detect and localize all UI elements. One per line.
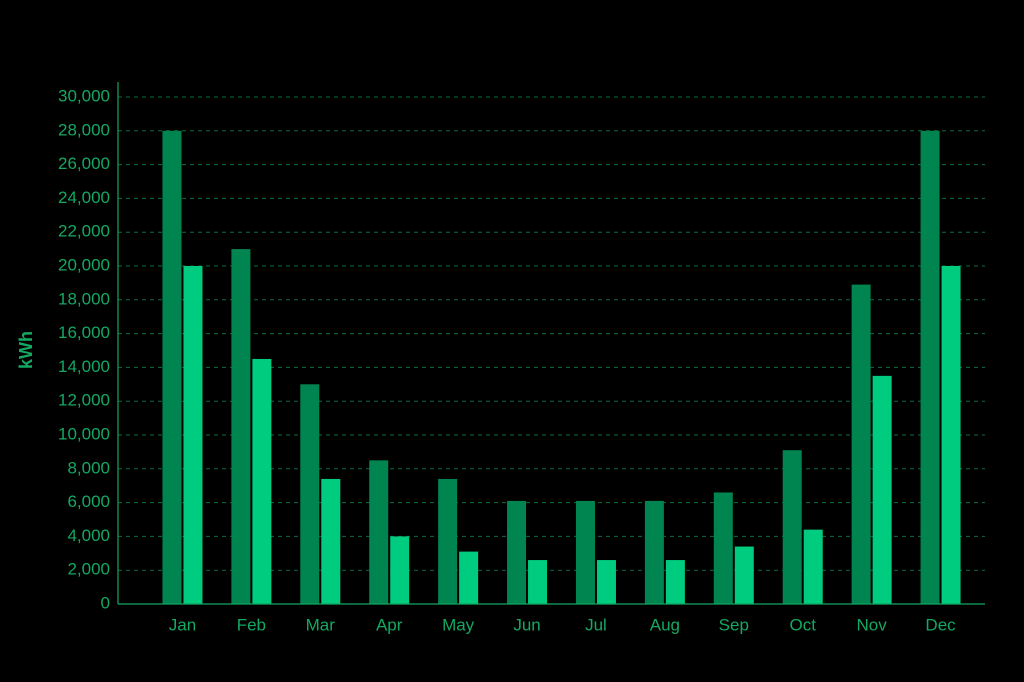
bar [596, 560, 616, 604]
bar [252, 358, 272, 604]
bar [872, 375, 892, 604]
x-tick-label: Nov [857, 615, 888, 634]
x-tick-label: Mar [306, 615, 336, 634]
bar [644, 500, 664, 604]
x-tick-label: Dec [925, 615, 956, 634]
y-tick-label: 10,000 [58, 424, 110, 443]
y-tick-label: 14,000 [58, 357, 110, 376]
y-tick-label: 12,000 [58, 391, 110, 410]
bar [575, 500, 595, 604]
y-tick-label: 0 [101, 593, 110, 612]
bar [665, 560, 685, 604]
bar [459, 551, 479, 604]
y-tick-label: 28,000 [58, 120, 110, 139]
x-tick-label: Oct [789, 615, 816, 634]
y-tick-label: 6,000 [67, 492, 110, 511]
bar [162, 130, 182, 605]
x-tick-label: Feb [237, 615, 266, 634]
y-tick-label: 26,000 [58, 154, 110, 173]
y-tick-label: 16,000 [58, 323, 110, 342]
y-tick-label: 18,000 [58, 289, 110, 308]
bar [803, 529, 823, 604]
x-tick-label: Jan [169, 615, 196, 634]
bar [390, 536, 410, 604]
y-tick-label: 30,000 [58, 86, 110, 105]
y-tick-label: 2,000 [67, 560, 110, 579]
bar [369, 460, 389, 604]
bar [713, 492, 733, 604]
x-tick-label: Aug [650, 615, 680, 634]
bar [438, 478, 458, 604]
bar [941, 266, 961, 604]
x-tick-label: Sep [719, 615, 749, 634]
x-tick-label: Apr [376, 615, 403, 634]
bar [920, 130, 940, 605]
bar [782, 450, 802, 604]
bar [528, 560, 548, 604]
bar [507, 500, 527, 604]
bar [300, 384, 320, 604]
y-tick-label: 20,000 [58, 255, 110, 274]
y-tick-label: 4,000 [67, 526, 110, 545]
y-axis-label: kWh [16, 331, 36, 369]
bar [321, 478, 341, 604]
bar [734, 546, 754, 604]
bar [183, 266, 203, 604]
x-tick-label: Jul [585, 615, 607, 634]
y-tick-label: 8,000 [67, 458, 110, 477]
x-tick-label: May [442, 615, 475, 634]
y-tick-label: 22,000 [58, 222, 110, 241]
x-tick-label: Jun [513, 615, 540, 634]
y-tick-label: 24,000 [58, 188, 110, 207]
bar [851, 284, 871, 604]
bar [231, 249, 251, 604]
